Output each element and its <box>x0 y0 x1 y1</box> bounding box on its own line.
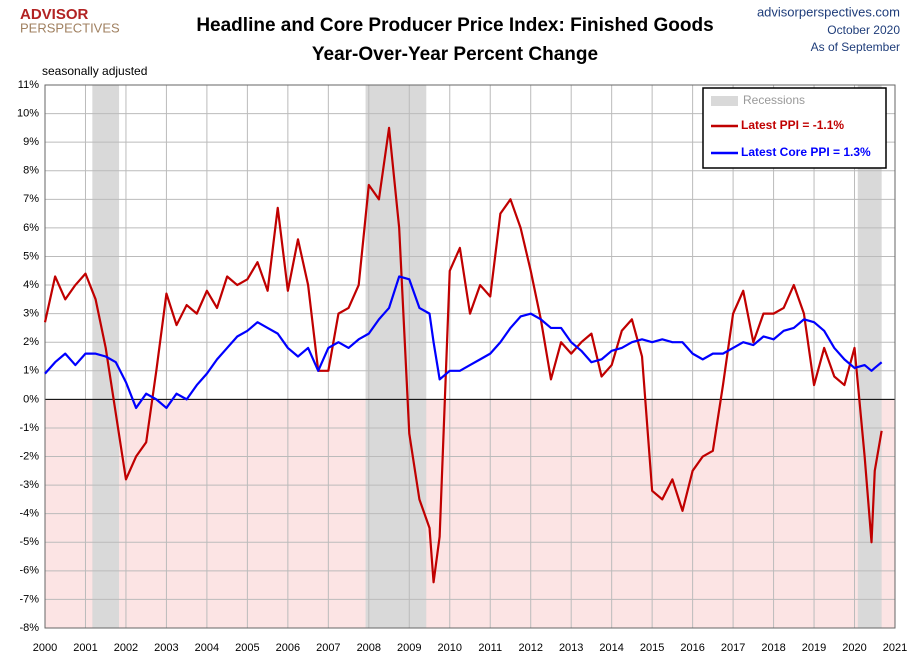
y-tick-label: -4% <box>19 508 39 520</box>
y-tick-label: -1% <box>19 422 39 434</box>
x-tick-label: 2012 <box>518 642 542 654</box>
y-tick-label: -7% <box>19 593 39 605</box>
y-tick-label: 1% <box>23 365 39 377</box>
x-tick-label: 2014 <box>599 642 623 654</box>
date: October 2020 <box>827 23 900 37</box>
x-tick-label: 2003 <box>154 642 178 654</box>
x-tick-label: 2016 <box>680 642 704 654</box>
x-tick-label: 2000 <box>33 642 57 654</box>
x-tick-label: 2004 <box>195 642 219 654</box>
x-tick-label: 2009 <box>397 642 421 654</box>
y-tick-label: 7% <box>23 193 39 205</box>
legend-label: Recessions <box>743 93 805 107</box>
y-tick-label: 8% <box>23 165 39 177</box>
y-tick-label: -2% <box>19 450 39 462</box>
x-tick-label: 2019 <box>802 642 826 654</box>
chart-title: Headline and Core Producer Price Index: … <box>196 15 713 36</box>
recession-band <box>365 85 427 628</box>
x-tick-label: 2005 <box>235 642 259 654</box>
x-tick-label: 2007 <box>316 642 340 654</box>
x-tick-label: 2001 <box>73 642 97 654</box>
y-tick-label: 6% <box>23 222 39 234</box>
data-line <box>43 126 883 584</box>
y-tick-label: 9% <box>23 136 39 148</box>
x-tick-label: 2013 <box>559 642 583 654</box>
y-tick-label: -6% <box>19 565 39 577</box>
y-tick-label: 11% <box>18 79 39 91</box>
logo-bottom: PERSPECTIVES <box>20 20 120 35</box>
y-tick-label: -3% <box>19 479 39 491</box>
y-tick-label: 0% <box>23 393 39 405</box>
x-tick-label: 2020 <box>842 642 866 654</box>
x-tick-label: 2006 <box>276 642 300 654</box>
y-tick-label: 3% <box>23 308 39 320</box>
plot-border <box>44 84 896 629</box>
y-tick-label: 2% <box>23 336 39 348</box>
x-tick-label: 2011 <box>478 642 502 654</box>
legend-label: Latest Core PPI = 1.3% <box>741 145 871 159</box>
chart-title: Year-Over-Year Percent Change <box>312 44 598 65</box>
y-tick-label: 4% <box>23 279 39 291</box>
x-tick-label: 2008 <box>357 642 381 654</box>
legend-label: Latest PPI = -1.1% <box>741 118 844 132</box>
x-tick-label: 2021 <box>883 642 907 654</box>
legend-swatch <box>711 96 738 106</box>
y-tick-label: 10% <box>17 107 39 119</box>
x-tick-label: 2018 <box>761 642 785 654</box>
subtitle: seasonally adjusted <box>42 64 147 78</box>
x-tick-label: 2015 <box>640 642 664 654</box>
data-line <box>44 275 883 410</box>
y-tick-label: 5% <box>23 250 39 262</box>
x-tick-label: 2002 <box>114 642 138 654</box>
y-tick-label: -5% <box>19 536 39 548</box>
recession-band <box>857 85 882 628</box>
x-tick-label: 2017 <box>721 642 745 654</box>
source: advisorperspectives.com <box>757 4 900 19</box>
x-tick-label: 2010 <box>438 642 462 654</box>
y-tick-label: -8% <box>19 622 39 634</box>
date: As of September <box>811 40 900 54</box>
logo-top: ADVISOR <box>20 6 89 23</box>
